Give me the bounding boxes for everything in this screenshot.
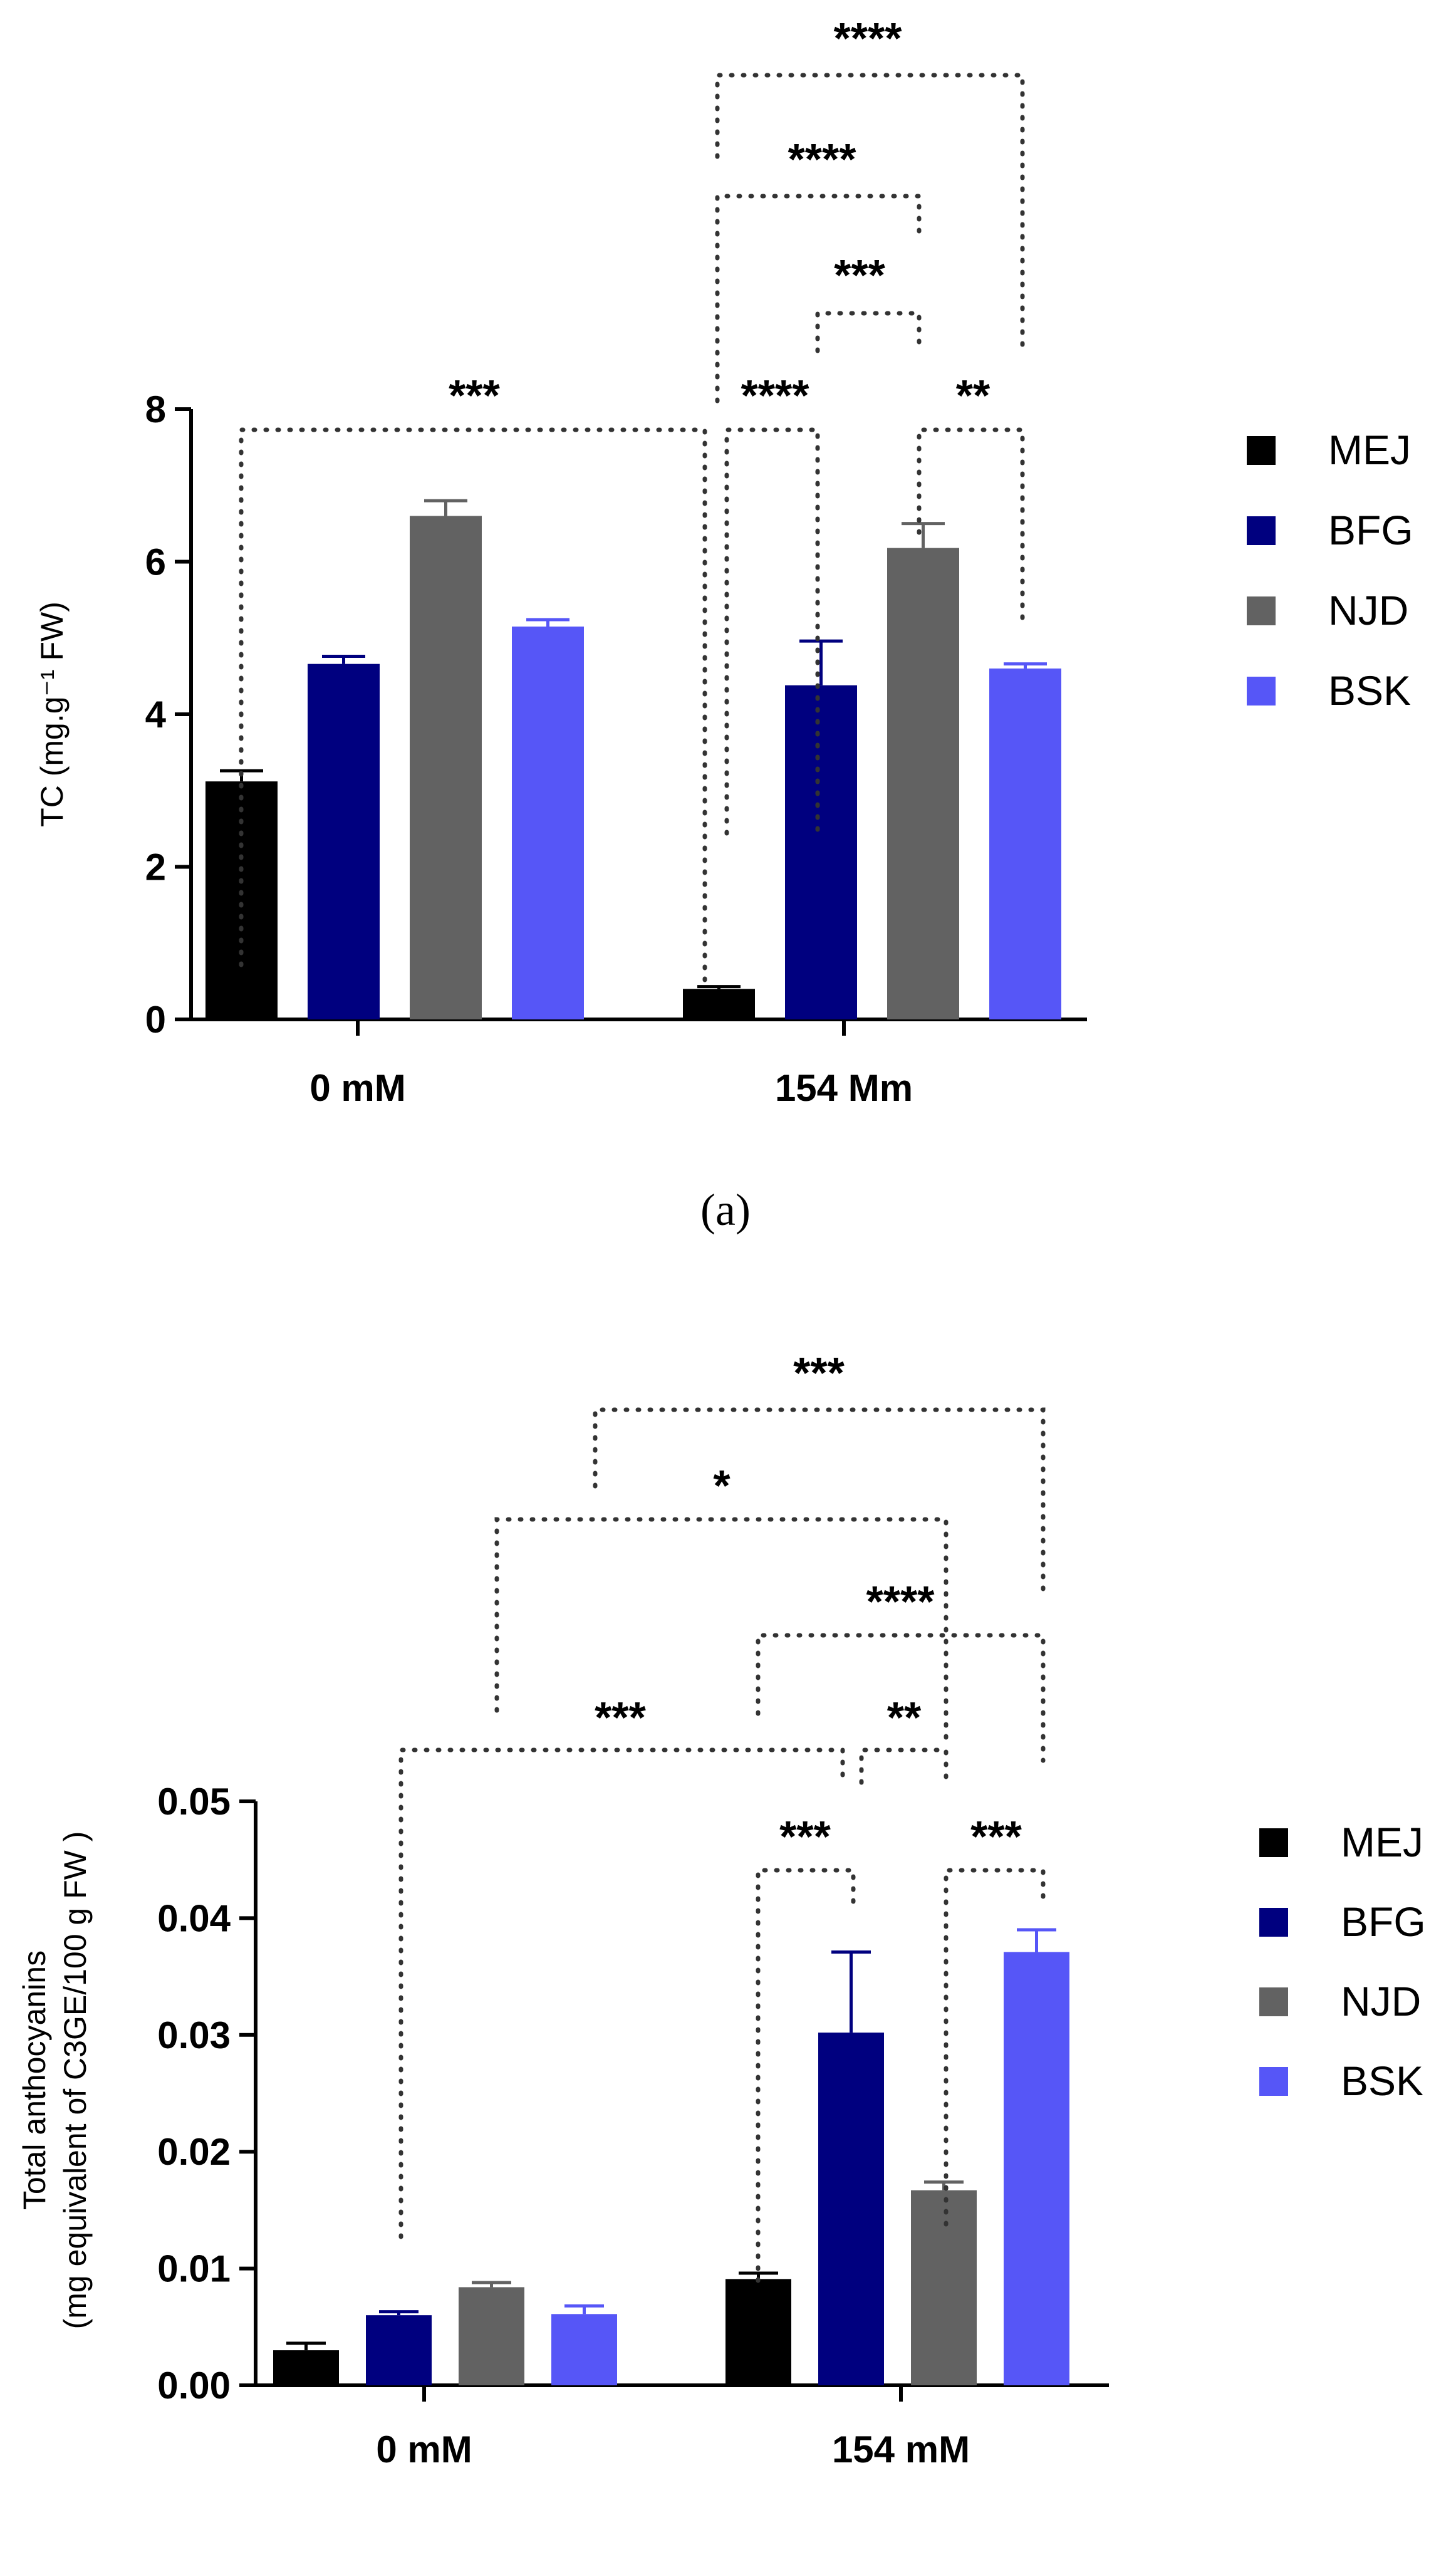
significance-label: *** [595,1693,646,1742]
bar-bfg [366,2315,432,2385]
significance-bracket [756,1633,1046,1763]
significance-label: *** [970,1812,1022,1861]
legend-label-bsk: BSK [1328,667,1411,714]
significance-bracket [494,1517,949,1741]
y-tick-label: 0.00 [157,2365,231,2407]
y-tick-label: 8 [145,388,166,430]
legend-swatch-njd [1247,596,1276,625]
significance-label: **** [834,14,903,63]
significance-bracket [724,427,820,836]
legend-swatch-bsk [1259,2067,1288,2096]
legend-swatch-mej [1259,1828,1288,1857]
legend-label-bsk: BSK [1341,2058,1423,2104]
bar-mej [725,2279,791,2385]
significance-label: **** [788,135,857,184]
y-axis-title: TC (mg.g⁻¹ FW) [34,601,70,827]
panel-b: 0.00 0.01 0.02 0.03 0.04 0.05 0 mM 154 mM Total … [17,1348,1426,2471]
significance-bracket [593,1407,1046,1597]
significance-bracket [398,1747,845,2239]
legend-label-mej: MEJ [1328,427,1411,473]
significance-label: ** [887,1693,922,1742]
bar-bfg [785,685,857,1019]
significance-bracket [944,1868,1046,2227]
significance-label: **** [741,371,810,420]
y-tick-label: 0 [145,999,166,1041]
y-tick-label: 0.01 [157,2248,231,2290]
significance-label: *** [449,371,500,420]
y-tick-label: 2 [145,846,166,888]
legend-swatch-njd [1259,1987,1288,2016]
bar-njd [459,2287,524,2385]
significance-bracket [715,73,1025,353]
legend-label-mej: MEJ [1341,1819,1423,1865]
significance-bracket [239,427,707,986]
y-tick-label: 0.03 [157,2014,231,2056]
y-tick-label: 0.05 [157,1781,231,1823]
y-axis-title-line1: Total anthocyanins [17,1950,52,2210]
significance-bracket [715,194,922,404]
bar-njd [887,548,959,1019]
bar-mej [273,2350,339,2385]
legend-label-bfg: BFG [1328,507,1413,553]
significance-label: * [713,1461,731,1510]
bar-bsk [989,668,1061,1019]
bar-njd [911,2190,977,2385]
y-tick-label: 0.04 [157,1897,231,1939]
legend-swatch-mej [1247,436,1276,465]
y-tick-label: 4 [145,694,167,736]
significance-bracket [815,311,922,353]
significance-label: *** [793,1348,845,1397]
legend-swatch-bsk [1247,677,1276,706]
bar-bfg [818,2033,884,2385]
significance-bracket [917,427,1025,629]
y-tick-label: 0.02 [157,2131,231,2173]
significance-label: ** [956,371,991,420]
bar-bsk [1004,1952,1069,2385]
bar-mej [683,989,755,1019]
y-axis-title-line2: (mg equivalent of C3GE/100 g FW ) [58,1831,93,2330]
legend-label-bfg: BFG [1341,1898,1426,1945]
significance-label: *** [779,1812,831,1861]
bar-njd [410,516,482,1019]
panel-a: 0 2 4 6 8 0 mM 154 Mm TC (mg.g⁻¹ FW) MEJ BFG NJD BS… [34,14,1413,1235]
panel-caption: (a) [700,1185,751,1235]
legend-swatch-bfg [1247,516,1276,545]
bar-bsk [512,626,584,1019]
x-tick-label: 154 Mm [775,1067,913,1109]
significance-bracket [859,1747,949,1785]
x-tick-label: 0 mM [376,2429,472,2471]
legend-label-njd: NJD [1328,587,1408,633]
y-tick-label: 6 [145,541,166,583]
x-tick-label: 0 mM [309,1067,405,1109]
bar-bsk [551,2314,617,2385]
legend-swatch-bfg [1259,1908,1288,1937]
significance-bracket [756,1868,856,2283]
bar-bfg [308,664,380,1019]
x-tick-label: 154 mM [832,2429,970,2471]
significance-label: *** [834,251,885,299]
legend-label-njd: NJD [1341,1978,1421,2024]
significance-label: **** [866,1577,935,1626]
bar-mej [205,781,278,1019]
